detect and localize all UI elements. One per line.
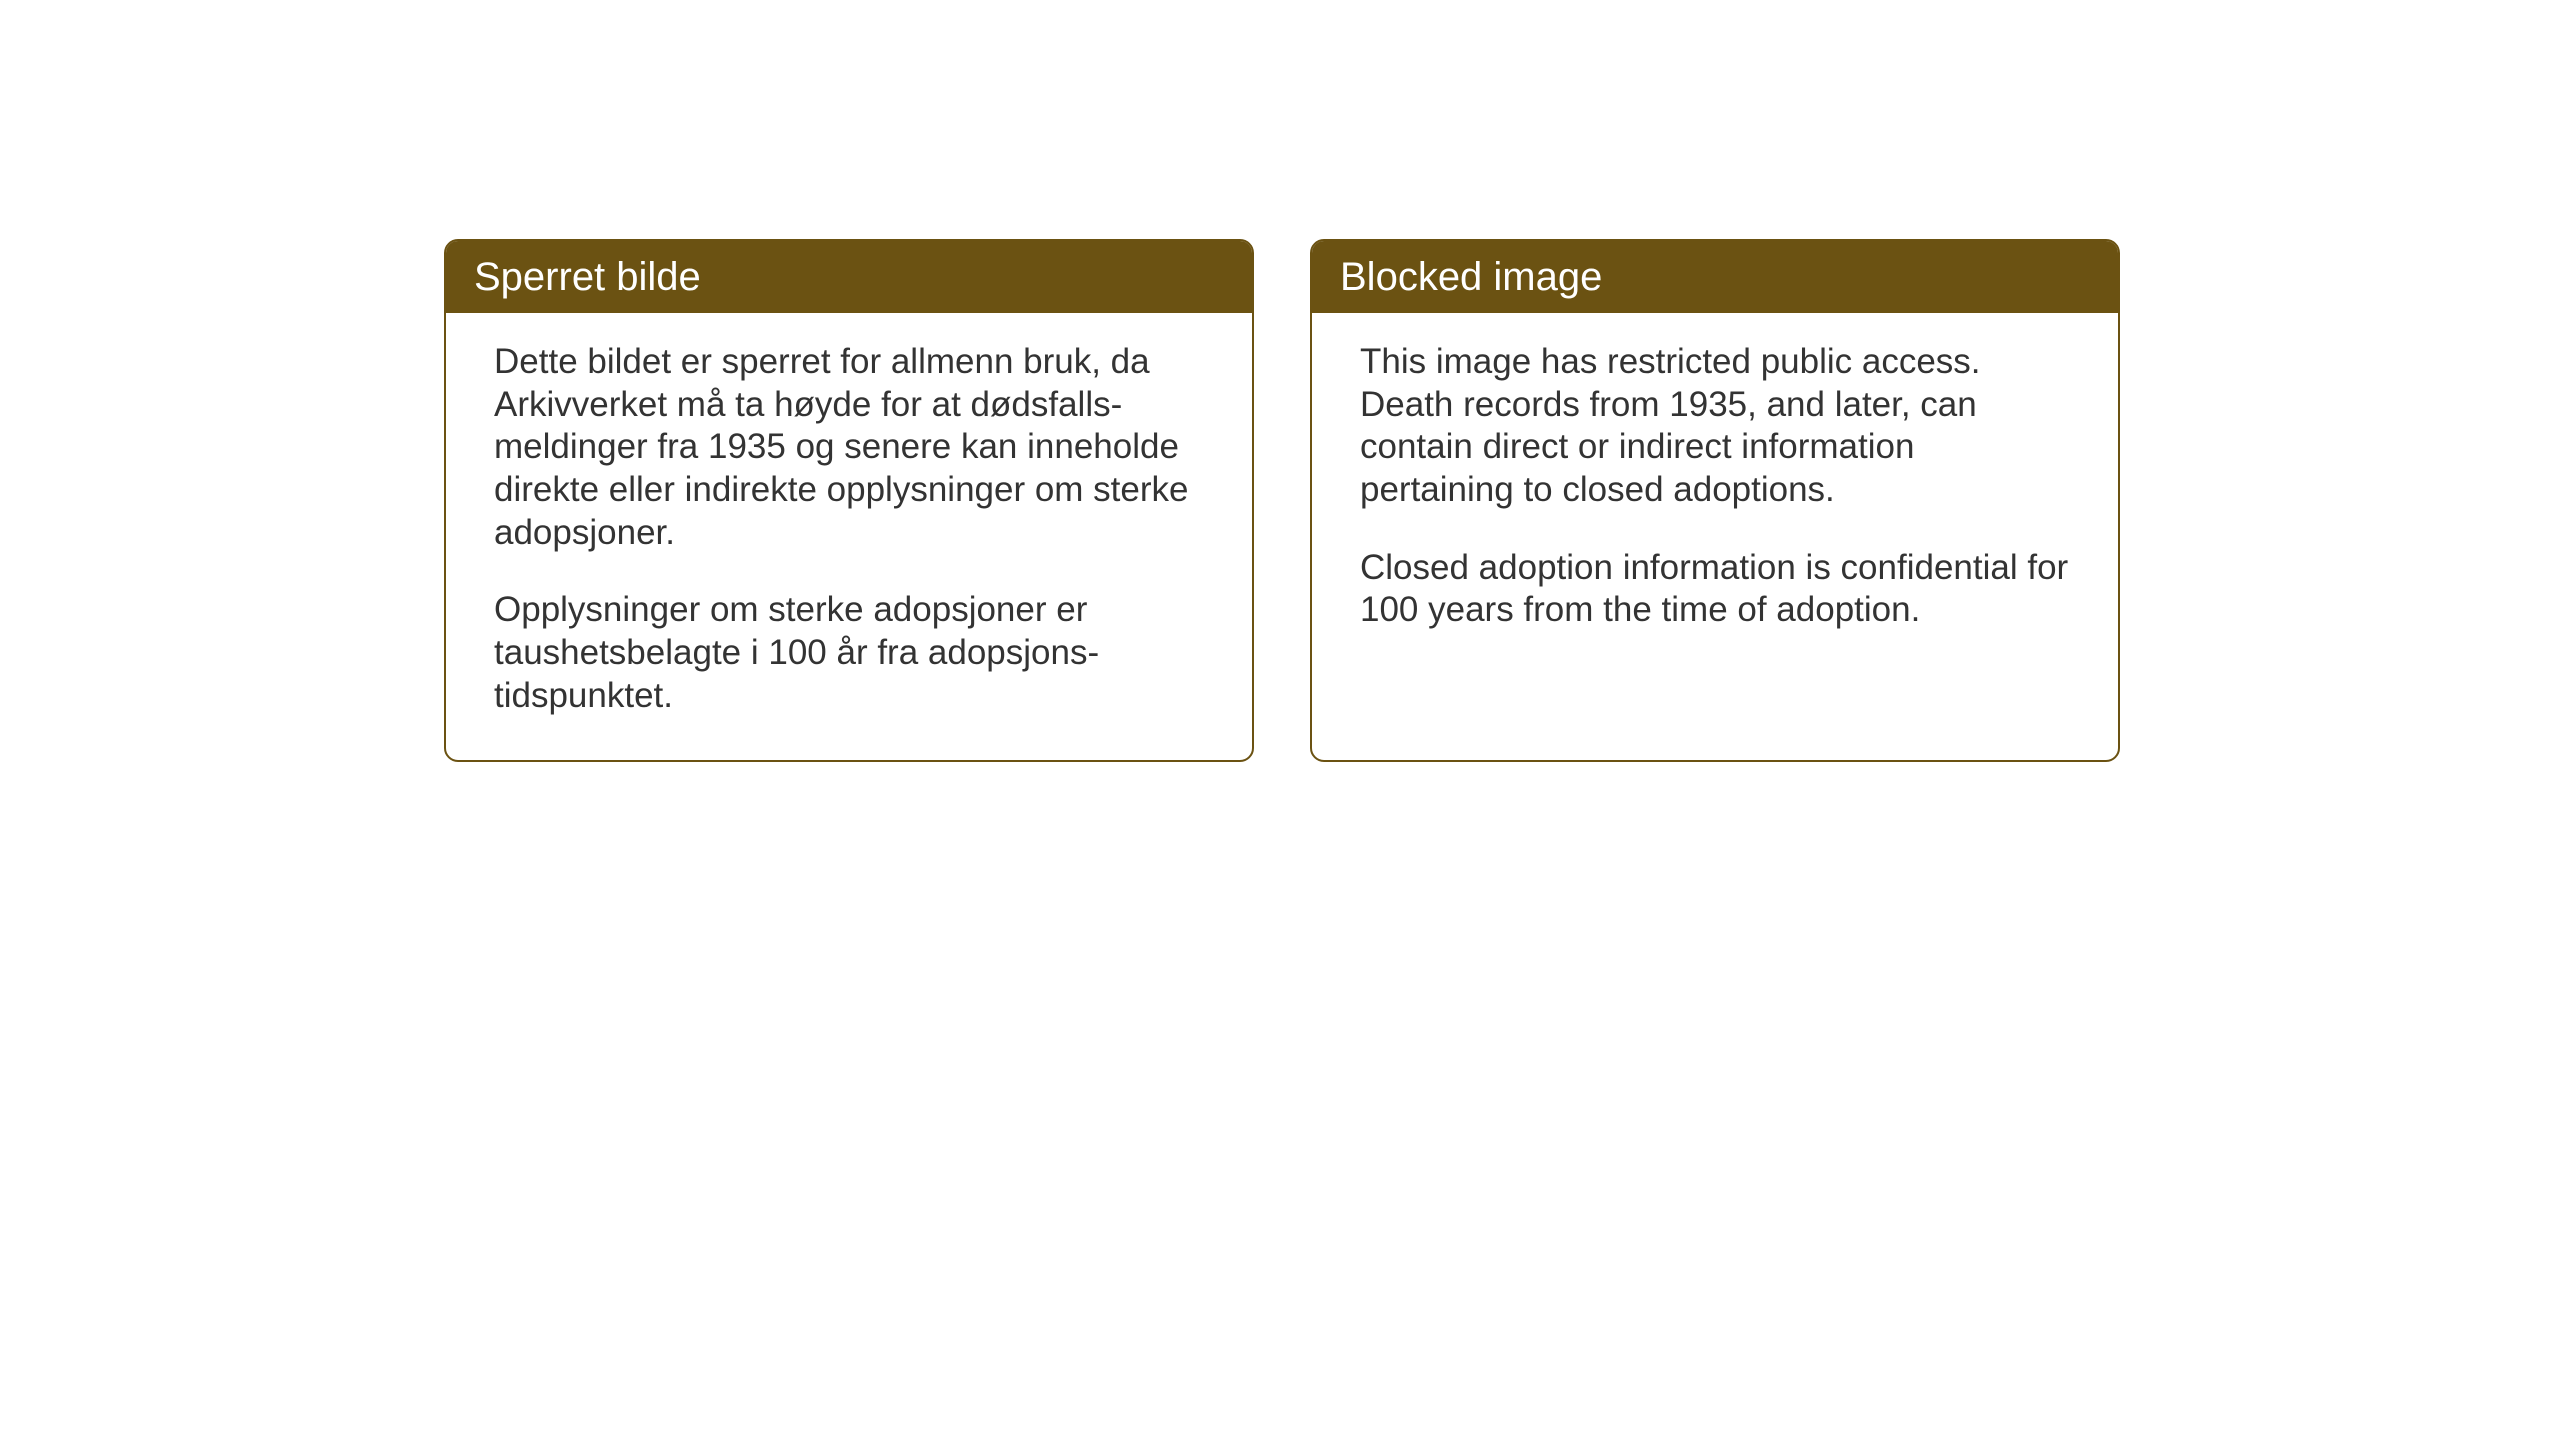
- card-body-english: This image has restricted public access.…: [1312, 313, 2118, 674]
- card-english: Blocked image This image has restricted …: [1310, 239, 2120, 762]
- card-title-norwegian: Sperret bilde: [474, 255, 701, 299]
- card-header-norwegian: Sperret bilde: [446, 241, 1252, 313]
- card-paragraph-2-norwegian: Opplysninger om sterke adopsjoner er tau…: [494, 589, 1204, 717]
- card-paragraph-2-english: Closed adoption information is confident…: [1360, 547, 2070, 632]
- card-body-norwegian: Dette bildet er sperret for allmenn bruk…: [446, 313, 1252, 760]
- card-norwegian: Sperret bilde Dette bildet er sperret fo…: [444, 239, 1254, 762]
- card-header-english: Blocked image: [1312, 241, 2118, 313]
- card-title-english: Blocked image: [1340, 255, 1602, 299]
- card-paragraph-1-english: This image has restricted public access.…: [1360, 341, 2070, 512]
- card-container: Sperret bilde Dette bildet er sperret fo…: [444, 239, 2120, 762]
- card-paragraph-1-norwegian: Dette bildet er sperret for allmenn bruk…: [494, 341, 1204, 554]
